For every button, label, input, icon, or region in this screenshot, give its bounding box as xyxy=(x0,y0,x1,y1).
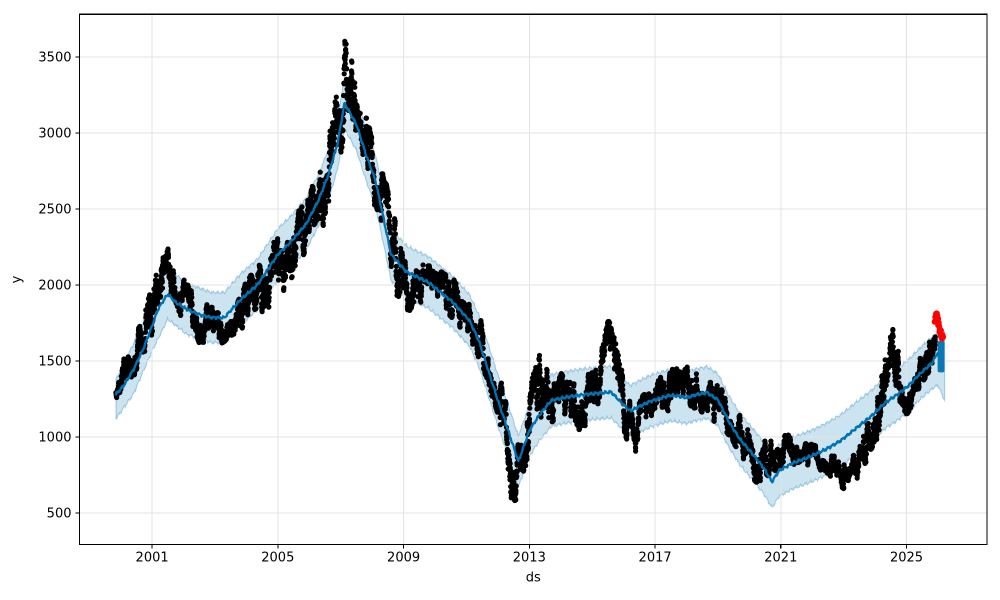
y-tick-label: 1500 xyxy=(38,355,71,370)
axes-spines xyxy=(78,13,988,546)
highlighted-point xyxy=(933,316,941,323)
x-tick-label: 2009 xyxy=(387,551,420,566)
y-tick-label: 1000 xyxy=(38,431,71,446)
tick-marks xyxy=(75,56,908,549)
x-axis-label: ds xyxy=(526,571,541,586)
x-tick-label: 2025 xyxy=(890,551,923,566)
x-tick-label: 2021 xyxy=(764,551,797,566)
y-axis-label: y xyxy=(10,275,25,283)
y-tick-label: 3500 xyxy=(38,50,71,65)
y-tick-label: 2500 xyxy=(38,203,71,218)
highlighted-point xyxy=(935,322,942,329)
observation-points xyxy=(113,38,938,504)
y-tick-label: 2000 xyxy=(38,279,71,294)
y-tick-label: 3000 xyxy=(38,127,71,142)
x-tick-label: 2013 xyxy=(513,551,546,566)
x-tick-label: 2001 xyxy=(136,551,169,566)
x-tick-label: 2017 xyxy=(639,551,672,566)
highlighted-point xyxy=(938,335,946,342)
tick-labels: 2001 2005 2009 2013 2017 2021 2025 500 1000 1500 2… xyxy=(38,50,923,565)
highlighted-point xyxy=(937,327,944,334)
x-tick-label: 2005 xyxy=(261,551,294,566)
future-forecast-block xyxy=(937,340,945,373)
y-tick-label: 500 xyxy=(47,507,72,522)
highlighted-points xyxy=(931,310,947,342)
forecast-line xyxy=(114,101,939,484)
